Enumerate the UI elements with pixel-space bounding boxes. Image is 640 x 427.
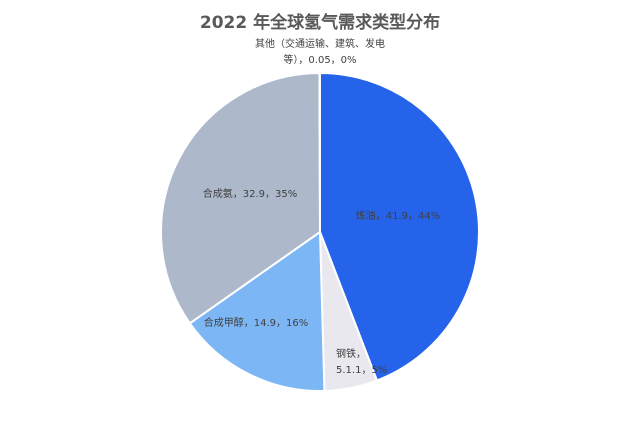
pie-slice-1 — [319, 71, 480, 382]
pie-slices — [160, 71, 480, 392]
data-label-1-line-1: 炼油，41.9，44% — [356, 209, 441, 222]
data-label-5-line-1: 其他（交通运输、建筑、发电 — [255, 37, 385, 50]
data-label-4-line-1: 合成氨，32.9，35% — [203, 187, 298, 200]
pie-labels: 炼油，41.9，44% 钢铁， 5.1.1，5% 合成甲醇，14.9，16% 合成氨，3… — [203, 37, 441, 376]
data-label-3-line-1: 合成甲醇，14.9，16% — [204, 316, 309, 329]
pie-slice-3 — [188, 230, 326, 392]
chart-title: 2022 年全球氢气需求类型分布 — [200, 12, 440, 33]
pie-slice-5 — [318, 71, 321, 233]
data-label-2-line-2: 5.1.1，5% — [336, 365, 387, 376]
data-label-5-line-2: 等），0.05，0% — [283, 53, 356, 66]
pie-slice-4 — [160, 71, 322, 325]
data-label-2-line-1: 钢铁， — [336, 347, 366, 360]
